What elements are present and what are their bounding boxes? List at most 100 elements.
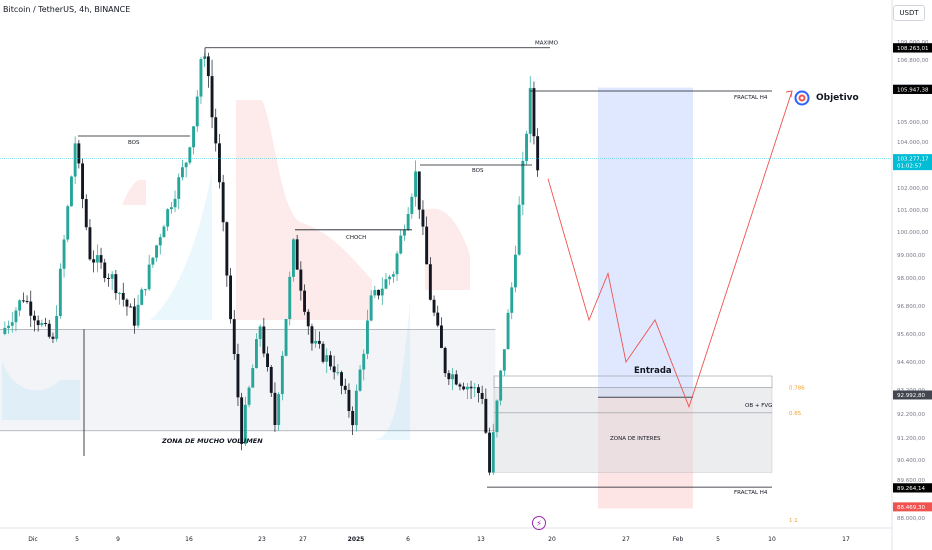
candle-body [151,257,155,265]
candle-body [417,171,421,210]
candle-body [218,143,221,183]
candle-body [25,300,29,302]
candle-body [440,325,443,348]
candle-body [77,143,81,164]
fib-zone-outline [493,375,773,388]
time-tick-16: 16 [185,536,193,543]
objetivo-label: Objetivo [816,93,859,103]
candle-body [255,339,258,369]
bos1-label: BOS [128,140,140,146]
time-tick-27: 27 [622,536,630,543]
candle-body [310,326,314,344]
candle-body [14,310,18,323]
candle-body [447,373,451,380]
candle-body [502,349,506,371]
high-volume-zone [0,329,496,431]
candle-body [103,262,107,278]
flash-icon[interactable]: ⚡ [532,516,546,530]
candle-body [269,367,273,393]
countdown-label: 01:02:57 [897,164,922,170]
candle-body [391,274,395,277]
candle-body [251,368,255,388]
price-level-label: 105.947,38 [897,87,929,93]
channel-blue-1 [150,170,212,320]
price-level-label: 103.277,17 [897,157,929,163]
fib-label-0.85: 0.85 [789,411,802,417]
price-tick: 104.000,00 [897,140,929,146]
candle-body [229,275,232,320]
choch-label: CHOCH [346,235,366,241]
candle-body [18,300,22,311]
candle-body [388,276,392,280]
time-tick-27: 27 [299,536,307,543]
bos2-label: BOS [472,168,484,174]
candle-body [451,374,454,380]
price-level-tag [893,84,932,94]
price-tick: 106.800,00 [897,58,929,64]
candle-body [536,136,540,171]
symbol-title[interactable]: Bitcoin / TetherUS, 4h, BINANCE [3,5,131,14]
channel-blue-3 [372,300,410,440]
candle-body [199,58,203,97]
target-icon [794,90,810,106]
candle-body [66,206,70,240]
currency-button[interactable]: USDT [893,5,925,21]
price-tick: 95.600,00 [897,332,925,338]
candle-body [484,398,488,433]
candle-body [225,222,229,276]
candle-body [162,226,166,238]
candle-body [62,239,66,269]
time-tick-6: 6 [406,536,410,543]
price-level-tag [893,502,932,512]
candle-body [351,411,355,426]
candle-body [399,235,403,254]
candle-body [55,315,59,339]
candle-body [107,277,110,279]
candle-body [70,176,73,207]
ob-fvg-label: OB + FVG [745,403,772,409]
channel-red-2 [425,208,470,290]
entrada-label: Entrada [634,366,672,376]
projection-path [547,90,793,409]
time-tick-17: 17 [842,536,850,543]
candle-body [373,289,377,296]
candle-body [177,177,181,199]
candle-body [129,306,133,308]
candle-body [262,326,266,354]
candle-body [380,288,384,296]
candle-body [332,366,336,373]
time-tick-10: 10 [768,536,776,543]
candle-body [247,387,251,405]
candle-body [395,253,399,275]
candle-body [377,289,380,296]
candle-body [236,354,240,398]
candle-body [325,355,329,362]
candle-body [295,239,299,270]
candle-body [336,372,340,374]
candle-body [195,96,199,127]
candle-body [3,327,7,334]
candle-body [114,274,118,294]
candle-body [140,289,144,305]
candle-body [169,207,173,210]
candle-body [384,279,388,289]
candle-body [221,182,225,223]
candle-body [258,326,262,340]
candle-body [206,56,210,77]
candle-body [462,386,466,390]
candle-body [173,198,177,208]
candle-body [81,163,84,200]
time-tick-5: 5 [75,536,79,543]
channel-red-3 [122,179,146,205]
candle-body [299,269,303,291]
candle-body [340,372,343,386]
candle-body [506,312,510,350]
price-level-tag [893,390,932,400]
fractal-bottom-label: FRACTAL H4 [734,490,768,496]
candle-body [425,226,429,265]
candle-body [317,340,321,344]
price-tick: 96.800,00 [897,304,925,310]
candle-body [214,117,218,144]
channel-red-1 [236,100,372,320]
